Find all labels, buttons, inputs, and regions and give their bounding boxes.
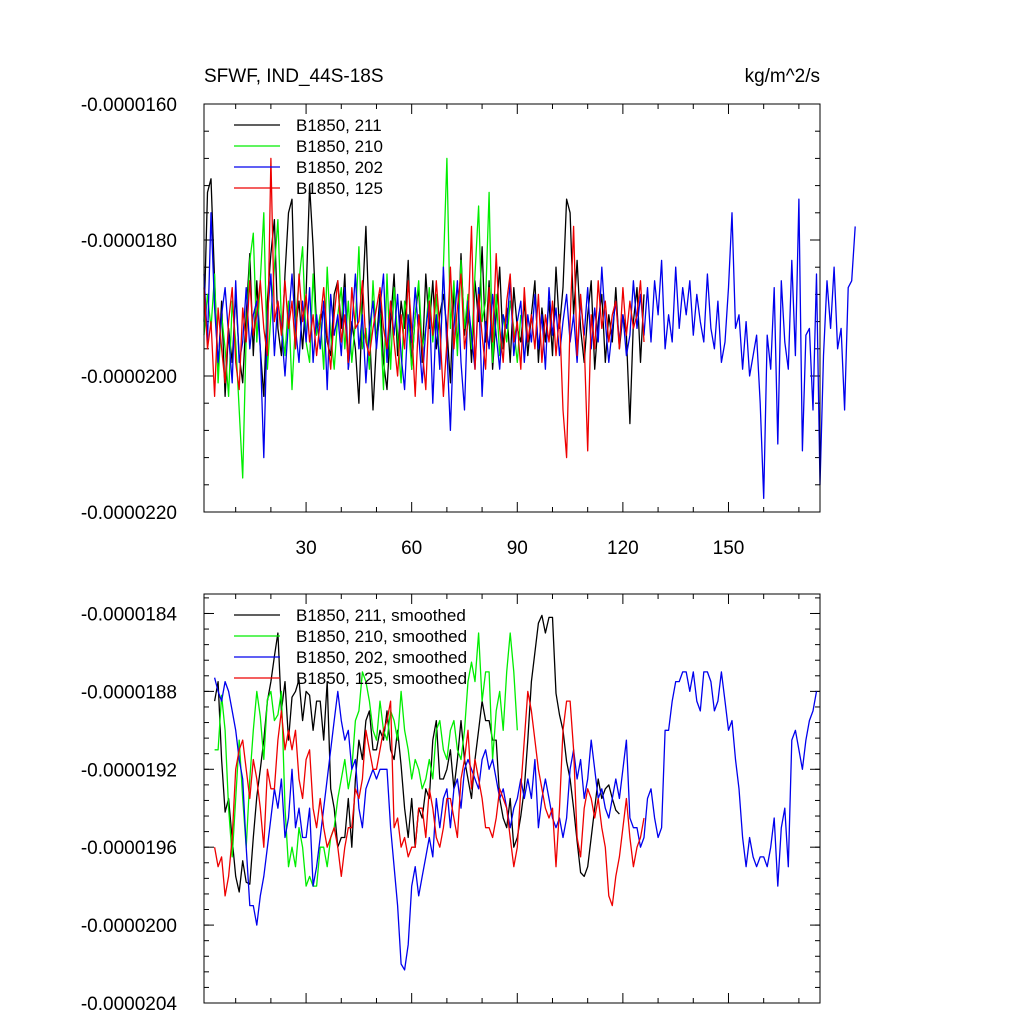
bottom-series-line [213,671,818,971]
legend-label: B1850, 125 [296,179,383,198]
x-tick-label: 30 [296,538,317,559]
bottom-panel: -0.0000184 -0.0000188 -0.0000192 -0.0000196… [81,593,821,1015]
top-series-group [203,157,856,500]
legend-label: B1850, 125, smoothed [296,669,467,688]
y-tick-label: -0.0000188 [81,682,177,703]
bottom-legend: B1850, 211, smoothed B1850, 210, smoothed… [234,606,467,688]
top-panel: SFWF, IND_44S-18S kg/m^2/s 30 60 90 120 150 -… [81,66,856,559]
legend-label: B1850, 211 [296,116,382,135]
top-title-right: kg/m^2/s [745,66,820,87]
y-tick-label: -0.0000196 [81,838,177,859]
y-tick-label: -0.0000160 [81,95,177,116]
bottom-series-group [213,614,818,971]
top-title-left: SFWF, IND_44S-18S [204,66,384,87]
x-tick-label: 120 [607,538,639,559]
y-tick-label: -0.0000184 [81,604,178,625]
bottom-series-line [214,632,518,887]
y-tick-label: -0.0000180 [81,231,177,252]
y-tick-label: -0.0000204 [81,994,178,1015]
top-series-line [203,198,856,500]
x-tick-label: 90 [507,538,528,559]
bottom-series-line [213,690,645,907]
top-series-line [203,157,645,459]
top-legend: B1850, 211 B1850, 210 B1850, 202 B1850, 125 [234,116,383,198]
top-axes-ticks: 30 60 90 120 150 -0.0000160 -0.0000180 -0.00002… [81,95,820,559]
x-tick-label: 150 [713,538,745,559]
top-series-line [203,157,522,479]
y-tick-label: -0.0000220 [81,503,177,524]
y-tick-label: -0.0000200 [81,916,177,937]
legend-label: B1850, 210, smoothed [296,627,467,646]
legend-label: B1850, 211, smoothed [296,606,466,625]
y-tick-label: -0.0000200 [81,367,177,388]
y-tick-label: -0.0000192 [81,760,177,781]
bottom-plot-frame [203,593,821,1004]
bottom-axes-ticks: -0.0000184 -0.0000188 -0.0000192 -0.0000196… [81,594,820,1015]
x-tick-label: 60 [401,538,422,559]
legend-label: B1850, 202, smoothed [296,648,467,667]
legend-label: B1850, 202 [296,158,383,177]
legend-label: B1850, 210 [296,137,383,156]
top-plot-frame [203,103,821,513]
